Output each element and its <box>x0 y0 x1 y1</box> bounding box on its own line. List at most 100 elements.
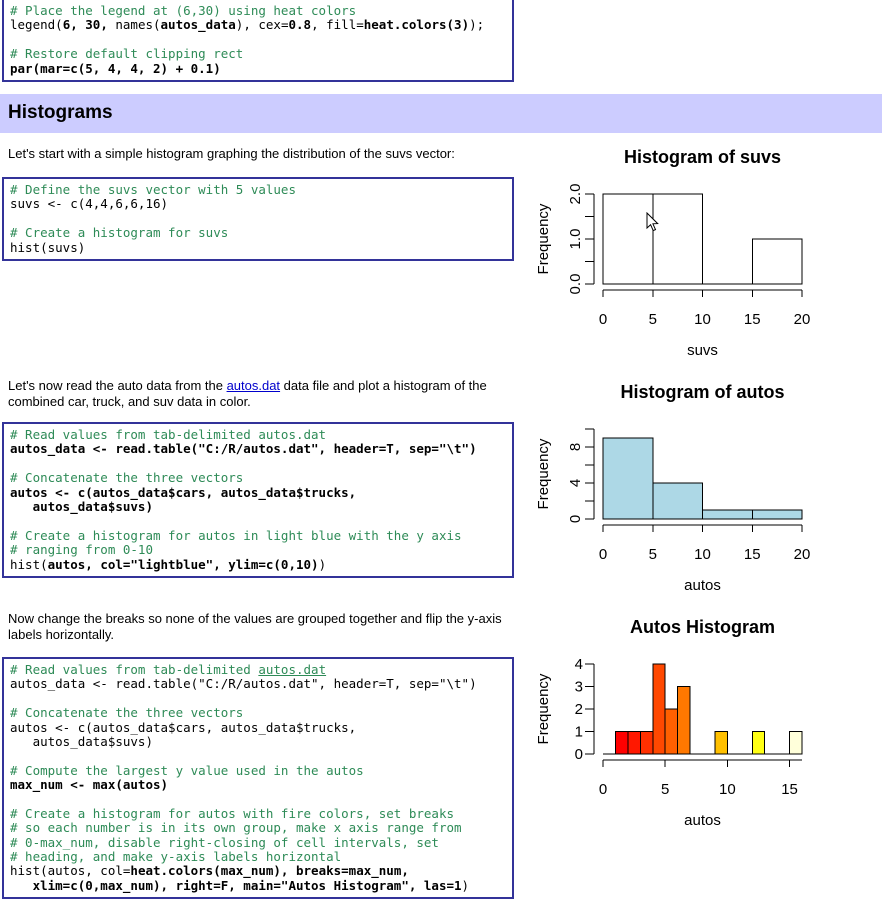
x-tick-label: 0 <box>599 781 607 798</box>
x-tick-label: 15 <box>781 781 798 798</box>
histogram-bar <box>652 482 703 520</box>
paragraph-intro-autos: Let's now read the auto data from the au… <box>8 378 513 410</box>
code-segment: hist(suvs) <box>10 239 86 255</box>
code-line: # Create a histogram for autos in light … <box>10 527 506 543</box>
autos-dat-link[interactable]: autos.dat <box>258 662 327 677</box>
histogram-bar <box>652 663 666 755</box>
code-segment: # Concatenate the three vectors <box>10 705 244 721</box>
code-segment: # ranging from 0-10 <box>10 542 153 558</box>
code-line: # Read values from tab-delimited autos.d… <box>10 427 506 442</box>
code-line: autos_data <- read.table("C:/R/autos.dat… <box>10 442 506 456</box>
code-block-autos-lightblue: # Read values from tab-delimited autos.d… <box>2 422 514 578</box>
section-header-histograms: Histograms <box>0 94 882 133</box>
code-segment: # Create a histogram for autos in light … <box>10 527 462 543</box>
code-line: # ranging from 0-10 <box>10 542 506 558</box>
autos-dat-link[interactable]: autos.dat <box>226 378 281 393</box>
code-segment <box>10 878 33 893</box>
code-line: # Place the legend at (6,30) using heat … <box>10 3 506 18</box>
code-line: autos <- c(autos_data$cars, autos_data$t… <box>10 484 506 500</box>
code-segment: suvs <- c(4,4,6,6,16) <box>10 196 169 212</box>
code-segment: 0.8 <box>288 17 312 33</box>
code-segment: # Compute the largest y value used in th… <box>10 762 364 778</box>
code-block-suvs: # Define the suvs vector with 5 values su… <box>2 177 514 261</box>
code-line <box>10 793 506 807</box>
code-segment: heat.colors(max_num), breaks=max_num, <box>130 863 409 879</box>
x-tick-label: 15 <box>744 311 761 328</box>
chart-title: Autos Histogram <box>630 617 775 637</box>
x-axis-label: suvs <box>687 342 718 359</box>
code-segment: autos_data$suvs) <box>10 498 153 514</box>
x-tick-label: 10 <box>694 546 711 563</box>
histogram-bar <box>664 708 679 755</box>
code-line: # Create a histogram for autos with fire… <box>10 805 506 821</box>
y-tick-label: 1 <box>575 724 583 741</box>
code-segment: # Create a histogram for autos with fire… <box>10 805 455 821</box>
code-line: # Compute the largest y value used in th… <box>10 762 506 778</box>
code-line: hist(autos, col="lightblue", ylim=c(0,10… <box>10 556 506 572</box>
histogram-bar <box>602 193 654 285</box>
code-segment: autos_data$suvs) <box>10 733 153 749</box>
code-segment: xlim=c(0,max_num), right=F, main="Autos … <box>32 877 462 893</box>
code-block-autos-heat: # Read values from tab-delimited autos.d… <box>2 657 514 900</box>
code-segment: # heading, and make y-axis labels horizo… <box>10 849 342 865</box>
code-segment: autos_data <- read.table("C:/R/autos.dat… <box>10 441 477 457</box>
code-line: # Concatenate the three vectors <box>10 705 506 721</box>
histogram-of-suvs-svg: Histogram of suvs Frequency suvs 0.0 1.0 2.0 0… <box>535 147 810 359</box>
x-tick-label: 0 <box>599 546 607 563</box>
code-segment: # Read values from tab-delimited <box>10 662 259 677</box>
paragraph-intro-breaks: Now change the breaks so none of the val… <box>8 611 502 642</box>
code-segment: # Place the legend at (6,30) using heat … <box>10 3 357 18</box>
chart-title: Histogram of autos <box>620 382 784 402</box>
code-segment: # Restore default clipping rect <box>10 46 244 62</box>
code-line: xlim=c(0,max_num), right=F, main="Autos … <box>10 877 506 893</box>
paragraph-text: data file and plot a histogram of the co… <box>8 378 487 409</box>
code-segment: , fill= <box>311 17 364 33</box>
code-line <box>10 33 506 47</box>
histogram-bar <box>677 686 691 755</box>
code-segment: # Concatenate the three vectors <box>10 470 244 486</box>
histogram-of-autos-plot: Histogram of autos Frequency autos 0 4 8 0 5 10 1… <box>520 370 882 605</box>
code-segment: heat.colors(3) <box>363 17 470 33</box>
paragraph-text: Let's now read the auto data from the <box>8 378 227 393</box>
mouse-cursor <box>646 211 660 234</box>
code-line: # heading, and make y-axis labels horizo… <box>10 849 506 865</box>
code-line: suvs <- c(4,4,6,6,16) <box>10 197 506 211</box>
code-segment: # Define the suvs vector with 5 values <box>10 182 296 197</box>
code-segment: # Create a histogram for suvs <box>10 225 229 241</box>
code-segment: ) <box>461 877 470 893</box>
code-line: autos_data$suvs) <box>10 498 506 514</box>
code-line <box>10 514 506 528</box>
code-segment: par(mar=c(5, 4, 4, 2) + 0.1) <box>10 60 221 76</box>
code-line: # Read values from tab-delimited autos.d… <box>10 662 506 677</box>
y-tick-label: 2.0 <box>567 184 584 205</box>
code-line: hist(autos, col=heat.colors(max_num), br… <box>10 864 506 878</box>
code-segment: hist(autos, col= <box>10 863 131 879</box>
code-line: # Concatenate the three vectors <box>10 470 506 486</box>
histogram-bar <box>627 731 641 755</box>
code-line: # Create a histogram for suvs <box>10 225 506 241</box>
code-line: par(mar=c(5, 4, 4, 2) + 0.1) <box>10 60 506 76</box>
code-line: # Define the suvs vector with 5 values <box>10 182 506 197</box>
y-tick-label: 0.0 <box>567 274 584 295</box>
code-line: # 0-max_num, disable right-closing of ce… <box>10 834 506 850</box>
x-tick-label: 15 <box>744 546 761 563</box>
code-segment: legend( <box>10 17 63 33</box>
code-segment: autos <- c(autos_data$cars, autos_data$t… <box>10 484 357 500</box>
y-axis-label: Frequency <box>535 673 552 744</box>
histogram-bar <box>602 437 654 520</box>
histogram-bar <box>751 238 803 285</box>
code-segment: # 0-max_num, disable right-closing of ce… <box>10 834 439 850</box>
x-tick-label: 0 <box>599 311 607 328</box>
code-line <box>10 212 506 226</box>
y-tick-label: 1.0 <box>567 229 584 250</box>
y-tick-label: 8 <box>567 443 584 451</box>
y-tick-label: 4 <box>567 479 584 487</box>
x-axis-label: autos <box>684 577 721 594</box>
histogram-bar <box>652 193 703 285</box>
histogram-of-autos-svg: Histogram of autos Frequency autos 0 4 8 0 5 10 1… <box>535 382 810 594</box>
code-segment: ) <box>318 556 327 572</box>
y-axis-label: Frequency <box>535 203 552 274</box>
x-tick-label: 5 <box>661 781 669 798</box>
x-axis-label: autos <box>684 812 721 829</box>
